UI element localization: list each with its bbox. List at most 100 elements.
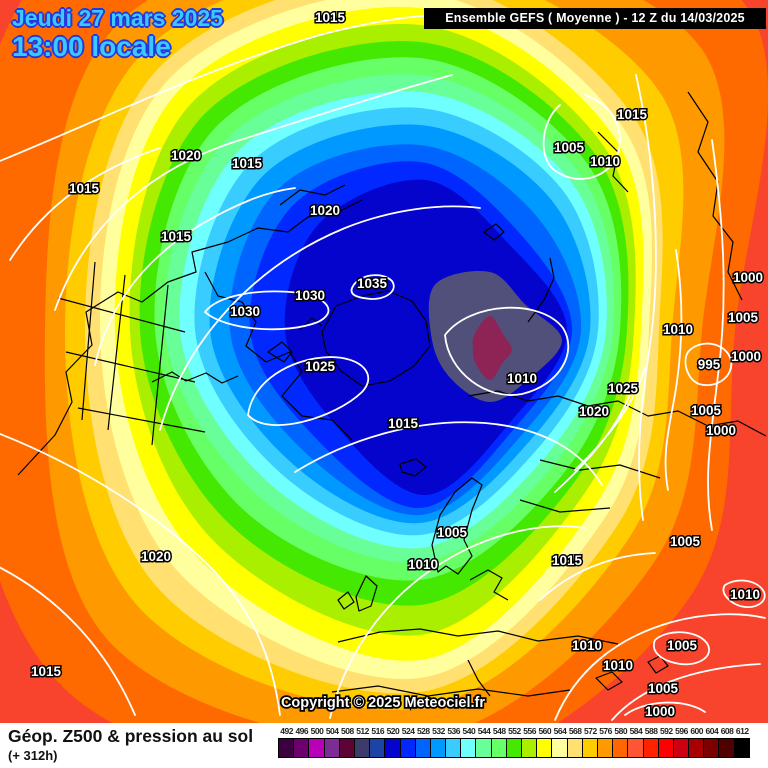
coastline xyxy=(279,184,346,206)
scale-swatch xyxy=(521,738,538,758)
scale-value: 528 xyxy=(416,726,430,736)
scale-value: 544 xyxy=(477,726,491,736)
color-scale: 492 496 500 504 508 512 516 520 524 528 532 536 540 5… xyxy=(278,726,761,758)
isobar-label: 1005 xyxy=(670,534,701,549)
coastline xyxy=(595,671,623,691)
isobar-label: 1000 xyxy=(731,349,761,364)
coastline xyxy=(483,223,505,241)
scale-value: 492 xyxy=(280,726,293,736)
coastline xyxy=(647,655,669,674)
isobar-line xyxy=(94,187,296,366)
coastline xyxy=(431,477,483,575)
coastline xyxy=(81,261,96,421)
scale-value: 604 xyxy=(705,726,719,736)
scale-value: 576 xyxy=(599,726,612,736)
isobar-line xyxy=(539,552,656,601)
isobar-line xyxy=(574,367,646,471)
isobar-label: 1005 xyxy=(667,638,698,653)
scale-swatch xyxy=(718,738,735,758)
isobar-line xyxy=(9,147,161,261)
isobar-label: 1000 xyxy=(733,270,763,285)
scale-swatch xyxy=(338,738,355,758)
isobar-label: 1015 xyxy=(388,416,419,431)
isobar-label: 1035 xyxy=(357,276,388,291)
color-scale-swatches xyxy=(278,738,761,758)
scale-value: 600 xyxy=(690,726,703,736)
scale-value: 596 xyxy=(675,726,688,736)
scale-swatch xyxy=(566,738,583,758)
isobar-line xyxy=(554,613,766,721)
isobar-line xyxy=(542,94,621,180)
scale-value: 580 xyxy=(614,726,628,736)
isobar-label: 1010 xyxy=(572,638,602,653)
legend-title: Géop. Z500 & pression au sol xyxy=(8,726,254,746)
scale-value: 536 xyxy=(447,726,460,736)
coastline xyxy=(467,659,491,697)
isobar-line xyxy=(350,274,395,300)
scale-value: 516 xyxy=(371,726,385,736)
scale-swatch xyxy=(733,738,750,758)
isobar-line xyxy=(722,579,766,608)
isobar-label: 1015 xyxy=(315,10,346,25)
isobar-line xyxy=(0,566,136,716)
isobar-label: 1010 xyxy=(603,658,633,673)
scale-value: 504 xyxy=(325,726,339,736)
scale-swatch xyxy=(293,738,310,758)
isobar-line xyxy=(611,663,761,721)
coastline xyxy=(267,341,293,363)
coastline xyxy=(355,575,378,612)
coastline xyxy=(77,407,206,433)
scale-value: 496 xyxy=(295,726,309,736)
isobar-label: 1015 xyxy=(31,664,62,679)
scale-swatch xyxy=(414,738,431,758)
coastline xyxy=(331,685,571,697)
scale-swatch xyxy=(369,738,386,758)
scale-swatch xyxy=(657,738,674,758)
scale-swatch xyxy=(612,738,629,758)
isobar-label: 1025 xyxy=(608,381,639,396)
isobar-label: 1020 xyxy=(141,549,171,564)
coastline xyxy=(399,458,427,477)
isobar-line xyxy=(247,356,370,426)
scale-value: 560 xyxy=(538,726,552,736)
isobar-line xyxy=(554,394,631,493)
weather-map: 1015 1015 1020 1015 1015 1020 1030 1030 1035 1025… xyxy=(0,0,768,723)
isobar-label: 1030 xyxy=(295,288,325,303)
isobar-label: 1020 xyxy=(579,404,609,419)
isobar-label: 1015 xyxy=(552,553,583,568)
scale-swatch xyxy=(353,738,371,758)
geopotential-band xyxy=(472,315,513,381)
isobar-line xyxy=(684,342,733,387)
scale-swatch xyxy=(384,738,401,758)
coastline xyxy=(467,390,767,437)
scale-value: 512 xyxy=(356,726,369,736)
isobar-label: 1010 xyxy=(408,557,438,572)
isobar-line xyxy=(294,421,603,486)
isobar-label: 1025 xyxy=(305,359,336,374)
coastline xyxy=(151,284,169,446)
isobar-line xyxy=(159,205,481,431)
isobar-label: 1020 xyxy=(310,203,340,218)
scale-swatch xyxy=(551,738,568,758)
coastline xyxy=(687,91,743,301)
scale-swatch xyxy=(505,738,522,758)
scale-value: 584 xyxy=(629,726,643,736)
isobar-line xyxy=(664,249,683,491)
coastline xyxy=(469,569,509,601)
color-scale-values: 492 496 500 504 508 512 516 520 524 528 532 536 540 5… xyxy=(279,726,761,736)
isobar-label: 1015 xyxy=(617,107,648,122)
scale-value: 520 xyxy=(386,726,400,736)
scale-swatch xyxy=(308,738,325,758)
scale-value: 592 xyxy=(659,726,673,736)
coastline xyxy=(107,274,126,431)
isobar-line xyxy=(707,139,725,531)
scale-swatch xyxy=(278,738,295,758)
isobar-label: 1005 xyxy=(728,310,759,325)
scale-value: 588 xyxy=(644,726,658,736)
coastline xyxy=(337,591,355,610)
scale-value: 556 xyxy=(523,726,536,736)
scale-value: 532 xyxy=(432,726,445,736)
isobar-label: 1020 xyxy=(171,148,201,163)
coastline xyxy=(321,290,431,387)
scale-swatch xyxy=(460,738,477,758)
